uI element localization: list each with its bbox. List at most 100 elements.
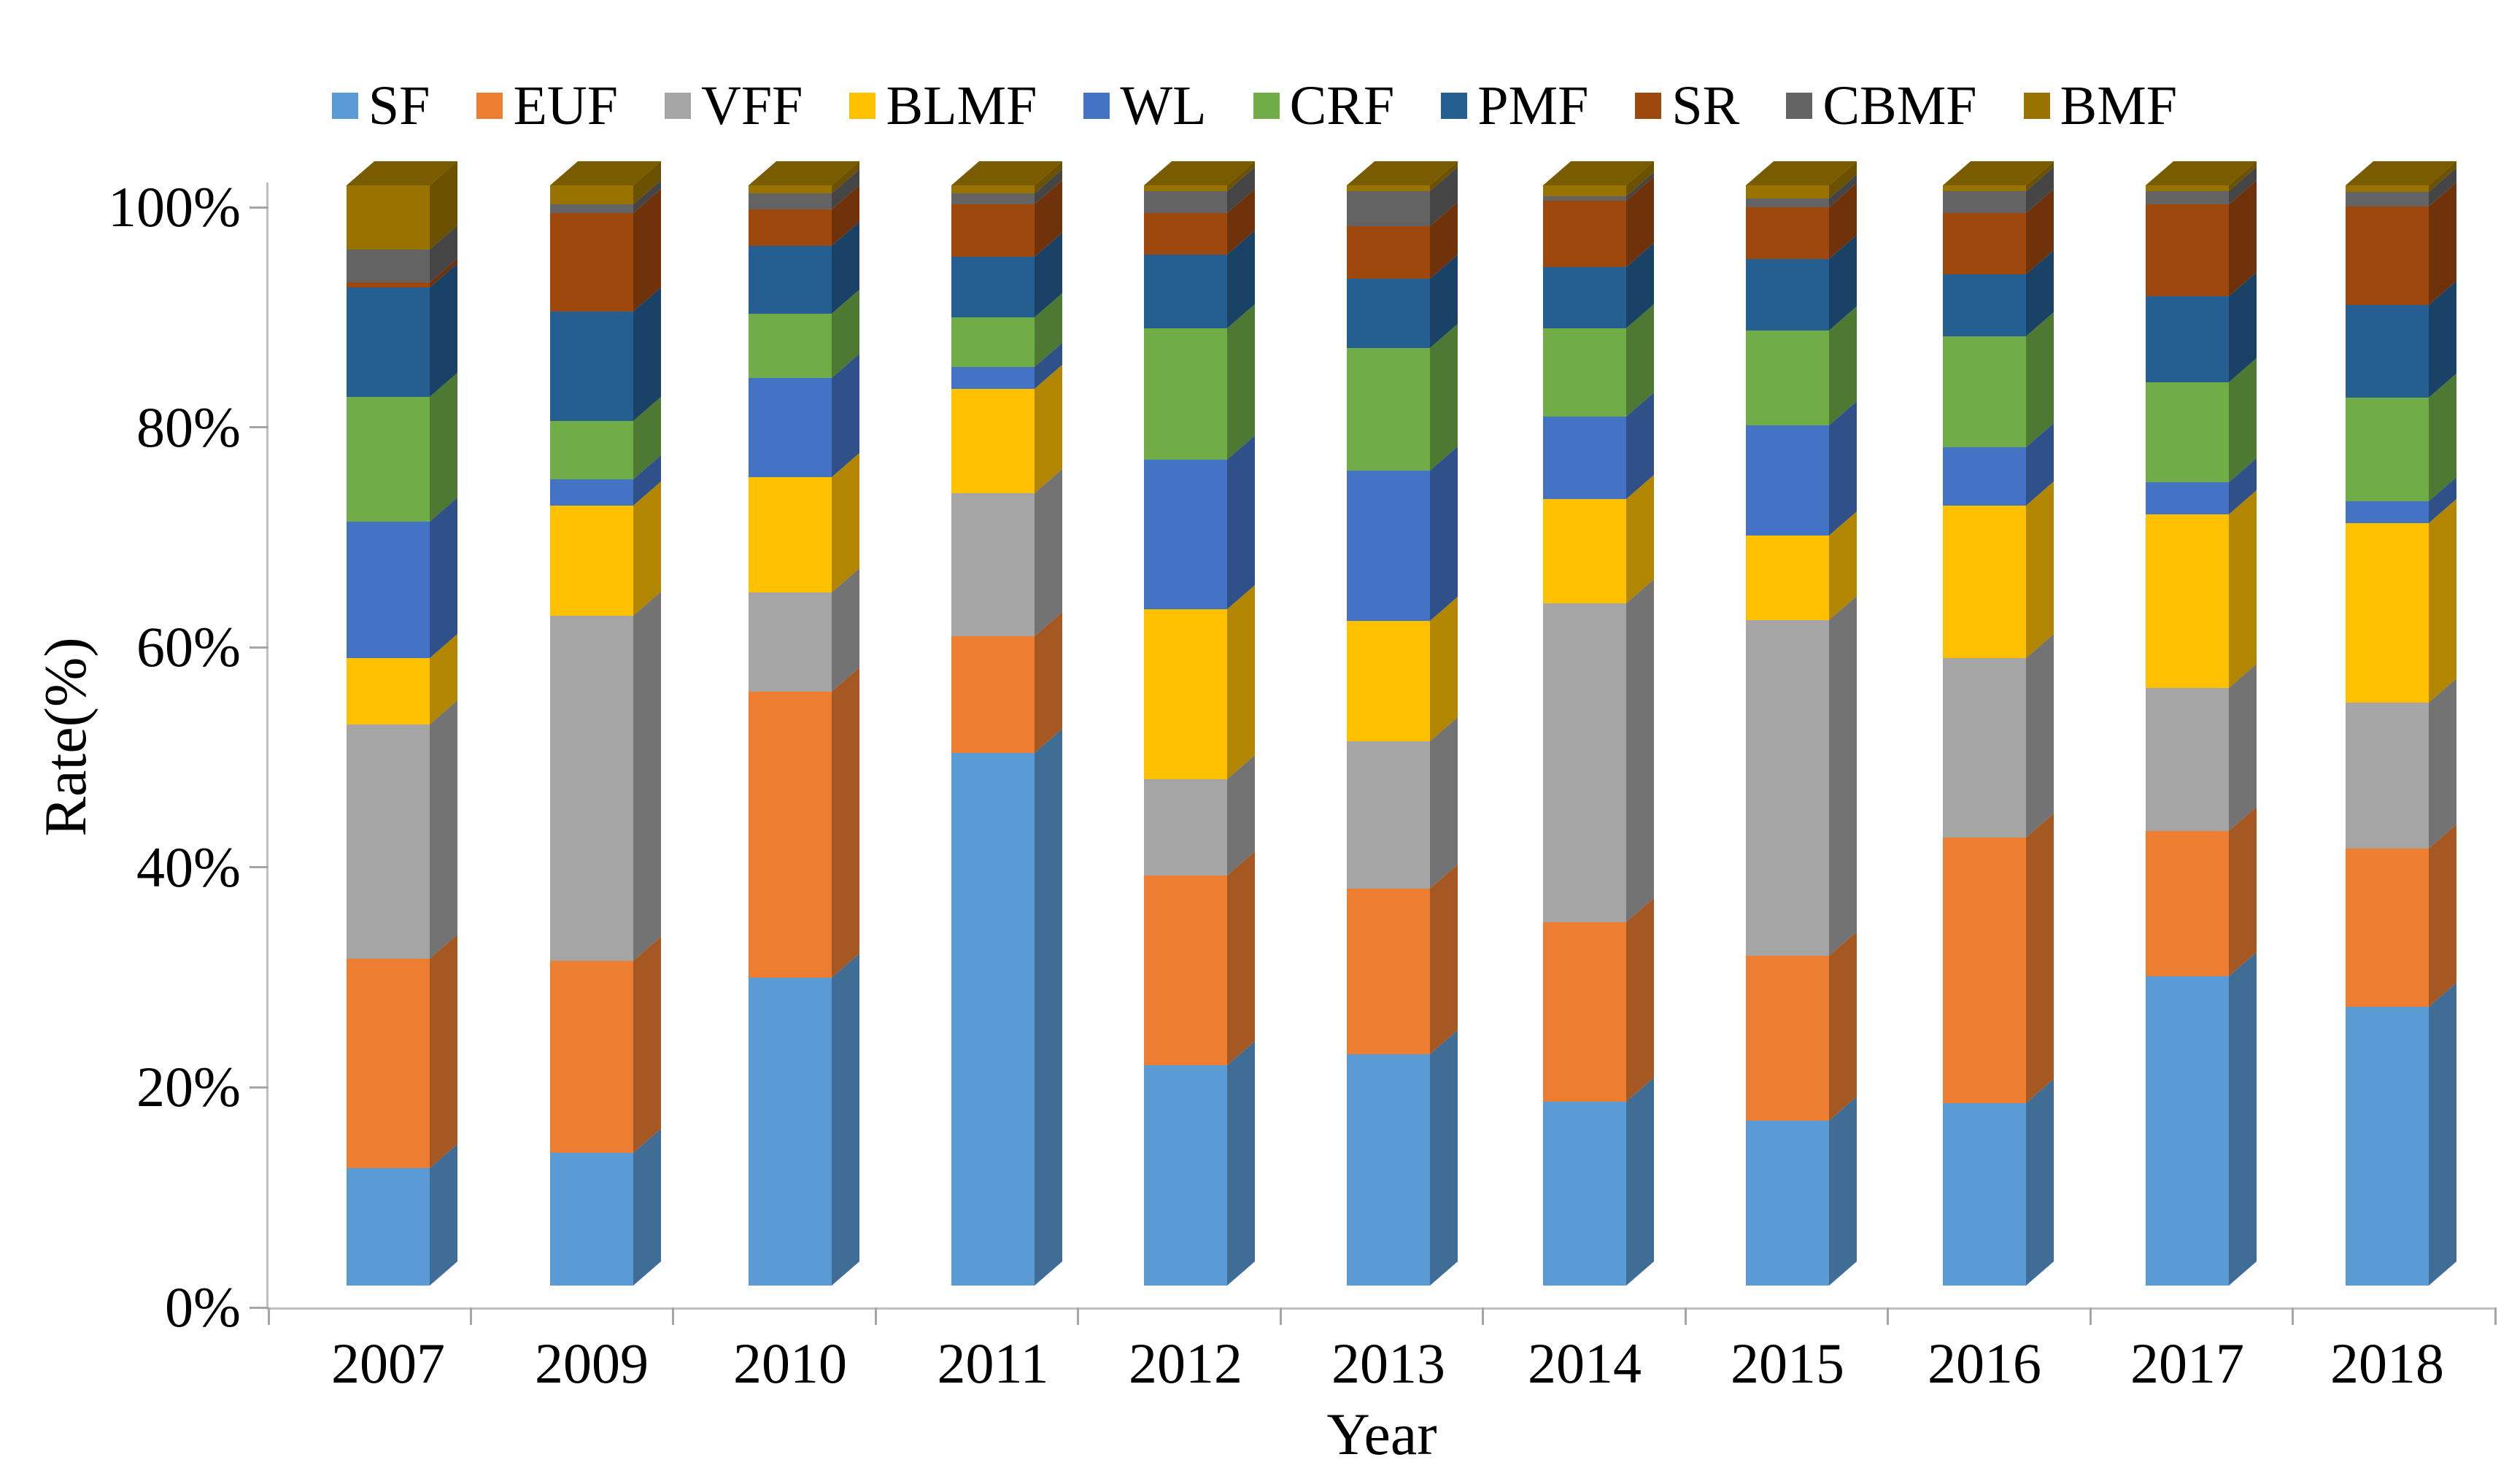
bar-2013: [1347, 185, 1430, 1286]
segment-side-VFF: [2229, 664, 2257, 832]
segment-EUF: [1746, 955, 1829, 1121]
segment-side-SF: [2026, 1078, 2054, 1286]
x-tick-mark: [874, 1307, 877, 1325]
x-tick-mark: [267, 1307, 270, 1325]
x-tick-mark: [2494, 1307, 2497, 1325]
legend-label: PMF: [1477, 75, 1589, 136]
segment-VFF: [1144, 779, 1227, 876]
y-tick-mark: [250, 1086, 268, 1089]
y-tick-label: 60%: [136, 615, 241, 679]
segment-PMF: [2346, 305, 2429, 398]
legend-swatch-icon: [1786, 93, 1813, 119]
segment-SF: [2346, 1007, 2429, 1286]
segment-side-BLMF: [2026, 481, 2054, 659]
bar-2007: [347, 185, 430, 1286]
segment-side-VFF: [2026, 634, 2054, 838]
segment-VFF: [1347, 741, 1430, 889]
legend-item-EUF: EUF: [476, 78, 618, 134]
x-tick-label: 2012: [1129, 1332, 1242, 1395]
segment-VFF: [2146, 688, 2229, 832]
segment-WL: [951, 366, 1035, 390]
segment-CBMF: [2346, 192, 2429, 206]
segment-side-EUF: [633, 937, 661, 1153]
legend-label: CRF: [1289, 75, 1395, 136]
segment-EUF: [951, 636, 1035, 754]
segment-side-VFF: [633, 591, 661, 962]
legend-swatch-icon: [2023, 93, 2050, 119]
bar-2010: [749, 185, 832, 1286]
segment-side-VFF: [1430, 716, 1458, 889]
x-tick-label: 2010: [733, 1332, 847, 1395]
x-axis-title: Year: [1326, 1401, 1437, 1467]
segment-PMF: [951, 257, 1035, 317]
bar-side-2013: [1430, 161, 1458, 1286]
segment-CBMF: [550, 204, 633, 213]
legend-label: EUF: [513, 75, 619, 136]
segment-EUF: [2146, 831, 2229, 977]
segment-CBMF: [951, 193, 1035, 204]
segment-VFF: [749, 592, 832, 692]
segment-CBMF: [1347, 190, 1430, 226]
x-tick-label: 2013: [1331, 1332, 1445, 1395]
segment-VFF: [1543, 603, 1626, 923]
segment-side-VFF: [430, 700, 457, 959]
legend-label: BLMF: [886, 75, 1037, 136]
legend-label: SF: [368, 75, 430, 136]
segment-EUF: [1943, 838, 2026, 1103]
segment-EUF: [1144, 875, 1227, 1066]
segment-side-SF: [1829, 1096, 1857, 1286]
segment-WL: [347, 522, 430, 659]
x-tick-mark: [469, 1307, 472, 1325]
bar-2011: [951, 185, 1035, 1286]
bar-2016: [1943, 185, 2026, 1286]
segment-VFF: [1746, 619, 1829, 956]
segment-side-BLMF: [2429, 498, 2456, 703]
segment-BMF: [347, 185, 430, 250]
x-tick-mark: [1684, 1307, 1687, 1325]
segment-SR: [2146, 204, 2229, 297]
segment-BLMF: [2146, 514, 2229, 689]
legend-item-BLMF: BLMF: [849, 78, 1037, 134]
segment-WL: [2346, 501, 2429, 523]
segment-BMF: [2146, 185, 2229, 191]
segment-CRF: [1347, 348, 1430, 471]
bar-side-2009: [633, 161, 661, 1286]
bar-side-2011: [1035, 161, 1062, 1286]
segment-SF: [1943, 1102, 2026, 1286]
segment-CRF: [749, 314, 832, 378]
segment-BMF: [1144, 185, 1227, 191]
segment-BLMF: [550, 505, 633, 616]
y-tick-label: 0%: [165, 1275, 241, 1339]
x-tick-label: 2015: [1731, 1332, 1844, 1395]
segment-EUF: [1543, 922, 1626, 1102]
segment-BLMF: [347, 658, 430, 724]
segment-CRF: [2146, 382, 2229, 483]
segment-CRF: [550, 420, 633, 479]
y-tick-label: 20%: [136, 1055, 241, 1119]
segment-BMF: [1943, 185, 2026, 191]
segment-side-EUF: [430, 935, 457, 1168]
segment-CBMF: [347, 249, 430, 282]
segment-SR: [1746, 207, 1829, 260]
segment-side-EUF: [2429, 824, 2456, 1008]
segment-side-SF: [2229, 952, 2257, 1286]
legend-label: VFF: [701, 75, 803, 136]
y-axis-line: [266, 182, 268, 1310]
x-tick-label: 2009: [535, 1332, 649, 1395]
legend-swatch-icon: [665, 93, 692, 119]
x-tick-mark: [672, 1307, 675, 1325]
segment-side-EUF: [1626, 898, 1654, 1102]
bar-2018: [2346, 185, 2429, 1286]
segment-VFF: [347, 724, 430, 959]
segment-BMF: [1746, 185, 1829, 199]
segment-PMF: [1144, 255, 1227, 329]
segment-PMF: [1943, 274, 2026, 336]
segment-side-EUF: [1227, 851, 1255, 1066]
segment-CRF: [1746, 331, 1829, 425]
segment-PMF: [347, 287, 430, 397]
segment-CRF: [1943, 336, 2026, 447]
x-tick-mark: [1279, 1307, 1282, 1325]
segment-side-EUF: [1829, 931, 1857, 1121]
bar-2009: [550, 185, 633, 1286]
